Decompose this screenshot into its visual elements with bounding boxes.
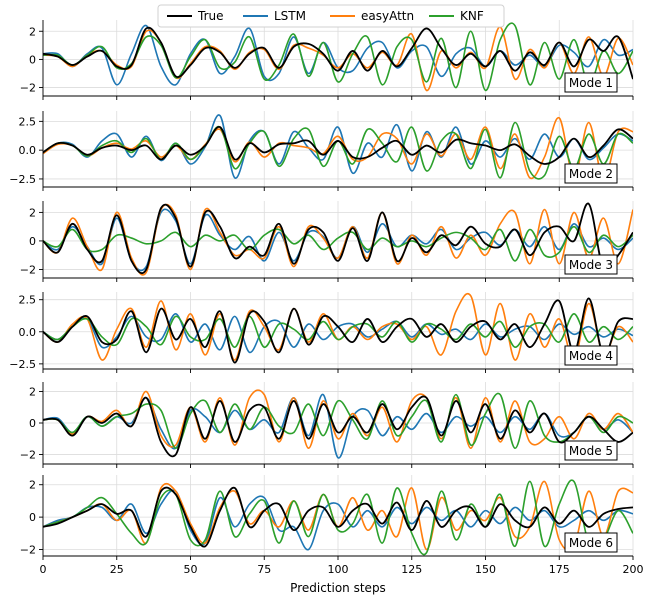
- x-tick-label: 150: [475, 563, 496, 576]
- y-tick-label: 0: [29, 235, 36, 248]
- mode-label-frame: [564, 532, 618, 553]
- y-tick-label: 2: [29, 206, 36, 219]
- y-tick-label: 0: [29, 53, 36, 66]
- series-line-easyattn: [43, 203, 633, 276]
- mode-label: Mode 5: [569, 444, 613, 458]
- x-axis-label: Prediction steps: [290, 581, 386, 595]
- mode-label-box: Mode 4: [564, 345, 618, 366]
- mode-label-box: Mode 1: [564, 72, 618, 93]
- legend: True LSTM easyAttn KNF: [157, 4, 505, 28]
- series-line-true: [43, 486, 633, 548]
- series-group: [43, 114, 633, 181]
- mode-label-box: Mode 6: [564, 532, 618, 553]
- y-tick-label: −2.5: [9, 173, 36, 186]
- chart-panels: −2 0 2 Mode 1 −2.5 0.0 2.5 Mode 2 −2 0 2 Mode 3 −2.5…: [9, 20, 634, 560]
- y-tick-label: 2.5: [19, 294, 37, 307]
- series-group: [43, 22, 633, 92]
- mode-label: Mode 4: [569, 349, 613, 363]
- series-line-knf: [43, 313, 633, 348]
- series-line-true: [43, 395, 633, 458]
- series-line-knf: [43, 225, 633, 262]
- series-line-knf: [43, 22, 633, 92]
- x-tick-label: 200: [623, 563, 644, 576]
- mode-label-frame: [564, 440, 618, 461]
- panel-4: −2.5 0.0 2.5 Mode 4: [9, 292, 634, 373]
- mode-label-box: Mode 5: [564, 440, 618, 461]
- mode-label-box: Mode 2: [564, 163, 618, 184]
- legend-label-easyattn: easyAttn: [361, 9, 414, 23]
- series-line-easyattn: [43, 389, 633, 450]
- series-line-knf: [43, 479, 633, 556]
- panel-2: −2.5 0.0 2.5 Mode 2: [9, 111, 634, 191]
- y-tick-label: −2: [20, 263, 36, 276]
- mode-label-frame: [564, 345, 618, 366]
- legend-label-true: True: [197, 9, 224, 23]
- x-axis: 0 25 50 75 100 125 150 175 200: [40, 563, 644, 576]
- series-line-knf: [43, 392, 633, 450]
- series-line-lstm: [43, 489, 633, 551]
- mode-label-box: Mode 3: [564, 254, 618, 275]
- y-tick-label: −2.5: [9, 358, 36, 371]
- mode-label-frame: [564, 163, 618, 184]
- series-line-true: [43, 126, 633, 165]
- legend-label-lstm: LSTM: [274, 9, 306, 23]
- y-tick-label: 0.0: [19, 326, 37, 339]
- y-tick-label: 2: [29, 385, 36, 398]
- panel-3: −2 0 2 Mode 3: [20, 201, 634, 282]
- series-group: [43, 293, 633, 364]
- y-tick-label: −2: [20, 449, 36, 462]
- x-tick-label: 50: [184, 563, 198, 576]
- y-tick-label: 2.5: [19, 115, 37, 128]
- mode-label: Mode 3: [569, 258, 613, 272]
- y-tick-label: 0.0: [19, 144, 37, 157]
- mode-label: Mode 6: [569, 536, 613, 550]
- y-tick-label: 0: [29, 511, 36, 524]
- legend-label-knf: KNF: [460, 9, 484, 23]
- series-line-true: [43, 297, 633, 364]
- series-group: [43, 479, 633, 556]
- series-line-true: [43, 202, 633, 274]
- x-tick-label: 125: [401, 563, 422, 576]
- y-tick-label: −2: [20, 82, 36, 95]
- x-tick-label: 100: [328, 563, 349, 576]
- mode-label: Mode 1: [569, 76, 613, 90]
- series-group: [43, 202, 633, 276]
- x-tick-label: 175: [549, 563, 570, 576]
- panel-1: −2 0 2 Mode 1: [20, 20, 634, 100]
- y-tick-label: 2: [29, 479, 36, 492]
- panel-5: −2 0 2 Mode 5: [20, 382, 634, 468]
- mode-label-frame: [564, 254, 618, 275]
- mode-label: Mode 2: [569, 167, 613, 181]
- series-group: [43, 389, 633, 459]
- y-tick-label: 0: [29, 417, 36, 430]
- series-line-easyattn: [43, 117, 633, 181]
- x-tick-label: 75: [257, 563, 271, 576]
- x-tick-label: 0: [40, 563, 47, 576]
- series-line-true: [43, 26, 633, 80]
- x-tick-label: 25: [110, 563, 124, 576]
- panel-6: −2 0 2 Mode 6: [20, 475, 634, 560]
- y-tick-label: −2: [20, 544, 36, 557]
- mode-label-frame: [564, 72, 618, 93]
- y-tick-label: 2: [29, 25, 36, 38]
